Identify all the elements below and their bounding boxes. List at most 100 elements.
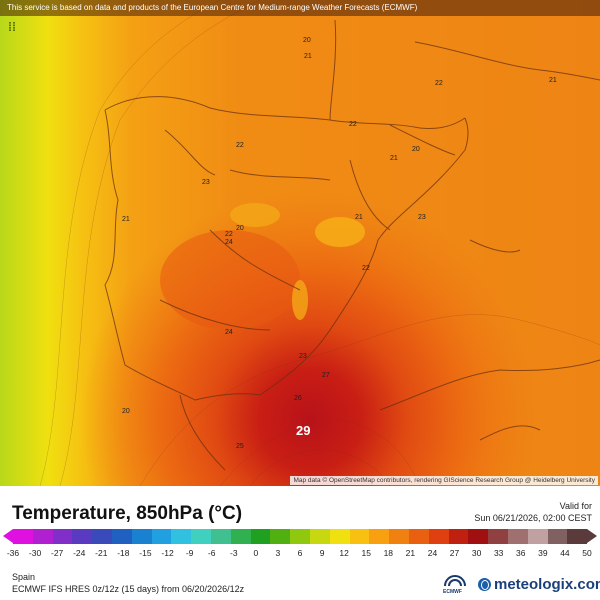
ecmwf-logo-icon — [444, 575, 466, 587]
isotherm-label: 22 — [236, 142, 244, 149]
scale-tick-label: 15 — [361, 548, 371, 558]
scale-swatch — [527, 529, 548, 544]
isotherm-label: 24 — [225, 239, 233, 246]
scale-swatch — [52, 529, 73, 544]
isotherm-label: 21 — [304, 53, 312, 60]
region-name: Spain — [12, 572, 36, 582]
scale-swatch — [468, 529, 489, 544]
map-title: Temperature, 850hPa (°C) — [12, 503, 243, 524]
isotherm-label: 24 — [225, 329, 233, 336]
meteologix-logo[interactable]: meteologix.com — [478, 576, 600, 593]
isotherm-label: 21 — [122, 216, 130, 223]
scale-swatch — [488, 529, 508, 544]
color-scale — [3, 529, 597, 544]
scale-tick-label: -12 — [161, 548, 174, 558]
scale-tick-label: 21 — [405, 548, 416, 558]
scale-swatch — [349, 529, 370, 544]
scale-tick-label: 50 — [582, 548, 592, 558]
scale-max-arrow — [587, 529, 597, 543]
scale-swatch — [250, 529, 271, 544]
scale-tick-label: 0 — [253, 548, 259, 558]
ecmwf-notice: This service is based on data and produc… — [0, 0, 600, 16]
scale-tick-label: -21 — [95, 548, 108, 558]
scale-tick-label: -6 — [207, 548, 216, 558]
temperature-map[interactable]: This service is based on data and produc… — [0, 0, 600, 486]
brand-name: meteologix.com — [494, 576, 600, 593]
layers-icon[interactable]: ⁞⁞ — [8, 20, 16, 34]
scale-swatch — [171, 529, 192, 544]
valid-label: Valid for — [559, 501, 592, 511]
isotherm-label: 20 — [303, 37, 311, 44]
scale-swatch — [567, 529, 588, 544]
scale-swatch — [131, 529, 152, 544]
scale-bar — [13, 529, 588, 544]
ecmwf-logo-text: ECMWF — [443, 589, 462, 595]
scale-tick-label: -3 — [229, 548, 238, 558]
isotherm-label: 22 — [225, 231, 233, 238]
scale-swatch — [329, 529, 350, 544]
scale-tick-label: -27 — [50, 548, 64, 558]
scale-tick-label: 18 — [383, 548, 394, 558]
model-info: ECMWF IFS HRES 0z/12z (15 days) from 06/… — [12, 584, 245, 594]
scale-tick-label: 39 — [538, 548, 548, 558]
map-canvas — [0, 0, 600, 486]
scale-swatch — [389, 529, 409, 544]
isotherm-label: 22 — [435, 80, 443, 87]
isotherm-label: 23 — [418, 214, 426, 221]
isotherm-label: 21 — [390, 155, 398, 162]
scale-tick-label: 44 — [560, 548, 570, 558]
scale-swatch — [72, 529, 93, 544]
scale-tick-label: 27 — [449, 548, 460, 558]
scale-swatch — [408, 529, 429, 544]
legend-footer: Temperature, 850hPa (°C) Valid for Sun 0… — [0, 486, 600, 600]
scale-swatch — [32, 529, 53, 544]
max-temperature-label: 29 — [296, 423, 311, 438]
scale-ticks: -36 -30 -27 -24 -21 -18 -15 -12 -9 -6 -3 0 3 6 9 12 15 18… — [7, 548, 592, 560]
scale-tick-label: -24 — [73, 548, 86, 558]
scale-swatch — [191, 529, 211, 544]
valid-time: Sun 06/21/2026, 02:00 CEST — [474, 513, 592, 523]
scale-swatch — [210, 529, 231, 544]
isotherm-label: 26 — [294, 395, 302, 402]
scale-swatch — [270, 529, 291, 544]
isotherm-label: 21 — [355, 214, 363, 221]
globe-icon — [478, 578, 491, 591]
map-attribution[interactable]: Map data © OpenStreetMap contributors, r… — [290, 476, 598, 485]
scale-swatch — [111, 529, 132, 544]
scale-tick-label: 30 — [471, 548, 482, 558]
scale-swatch — [230, 529, 251, 544]
scale-swatch — [309, 529, 330, 544]
scale-tick-label: -18 — [117, 548, 130, 558]
scale-swatch — [369, 529, 390, 544]
isotherm-label: 21 — [549, 77, 557, 84]
scale-swatch — [428, 529, 449, 544]
scale-tick-label: 33 — [493, 548, 504, 558]
isotherm-label: 23 — [202, 179, 210, 186]
isotherm-label: 23 — [299, 353, 307, 360]
scale-swatch — [290, 529, 310, 544]
scale-tick-label: -15 — [139, 548, 152, 558]
isotherm-label: 25 — [236, 443, 244, 450]
scale-swatch — [448, 529, 469, 544]
scale-tick-label: -9 — [185, 548, 194, 558]
scale-swatch — [507, 529, 528, 544]
scale-swatch — [547, 529, 568, 544]
scale-tick-label: -30 — [28, 548, 42, 558]
scale-tick-label: 36 — [516, 548, 526, 558]
isotherm-label: 20 — [122, 408, 130, 415]
scale-min-arrow — [3, 529, 13, 543]
scale-tick-label: 3 — [275, 548, 281, 558]
isotherm-label: 22 — [349, 121, 357, 128]
scale-swatch — [151, 529, 172, 544]
isotherm-label: 20 — [412, 146, 420, 153]
scale-tick-label: 6 — [297, 548, 303, 558]
isotherm-label: 20 — [236, 225, 244, 232]
isotherm-label: 22 — [362, 265, 370, 272]
scale-tick-label: 9 — [319, 548, 325, 558]
scale-swatch — [92, 529, 112, 544]
scale-swatch — [13, 529, 33, 544]
isotherm-label: 27 — [322, 372, 330, 379]
scale-tick-label: -36 — [6, 548, 20, 558]
scale-tick-label: 24 — [427, 548, 438, 558]
scale-tick-label: 12 — [339, 548, 349, 558]
